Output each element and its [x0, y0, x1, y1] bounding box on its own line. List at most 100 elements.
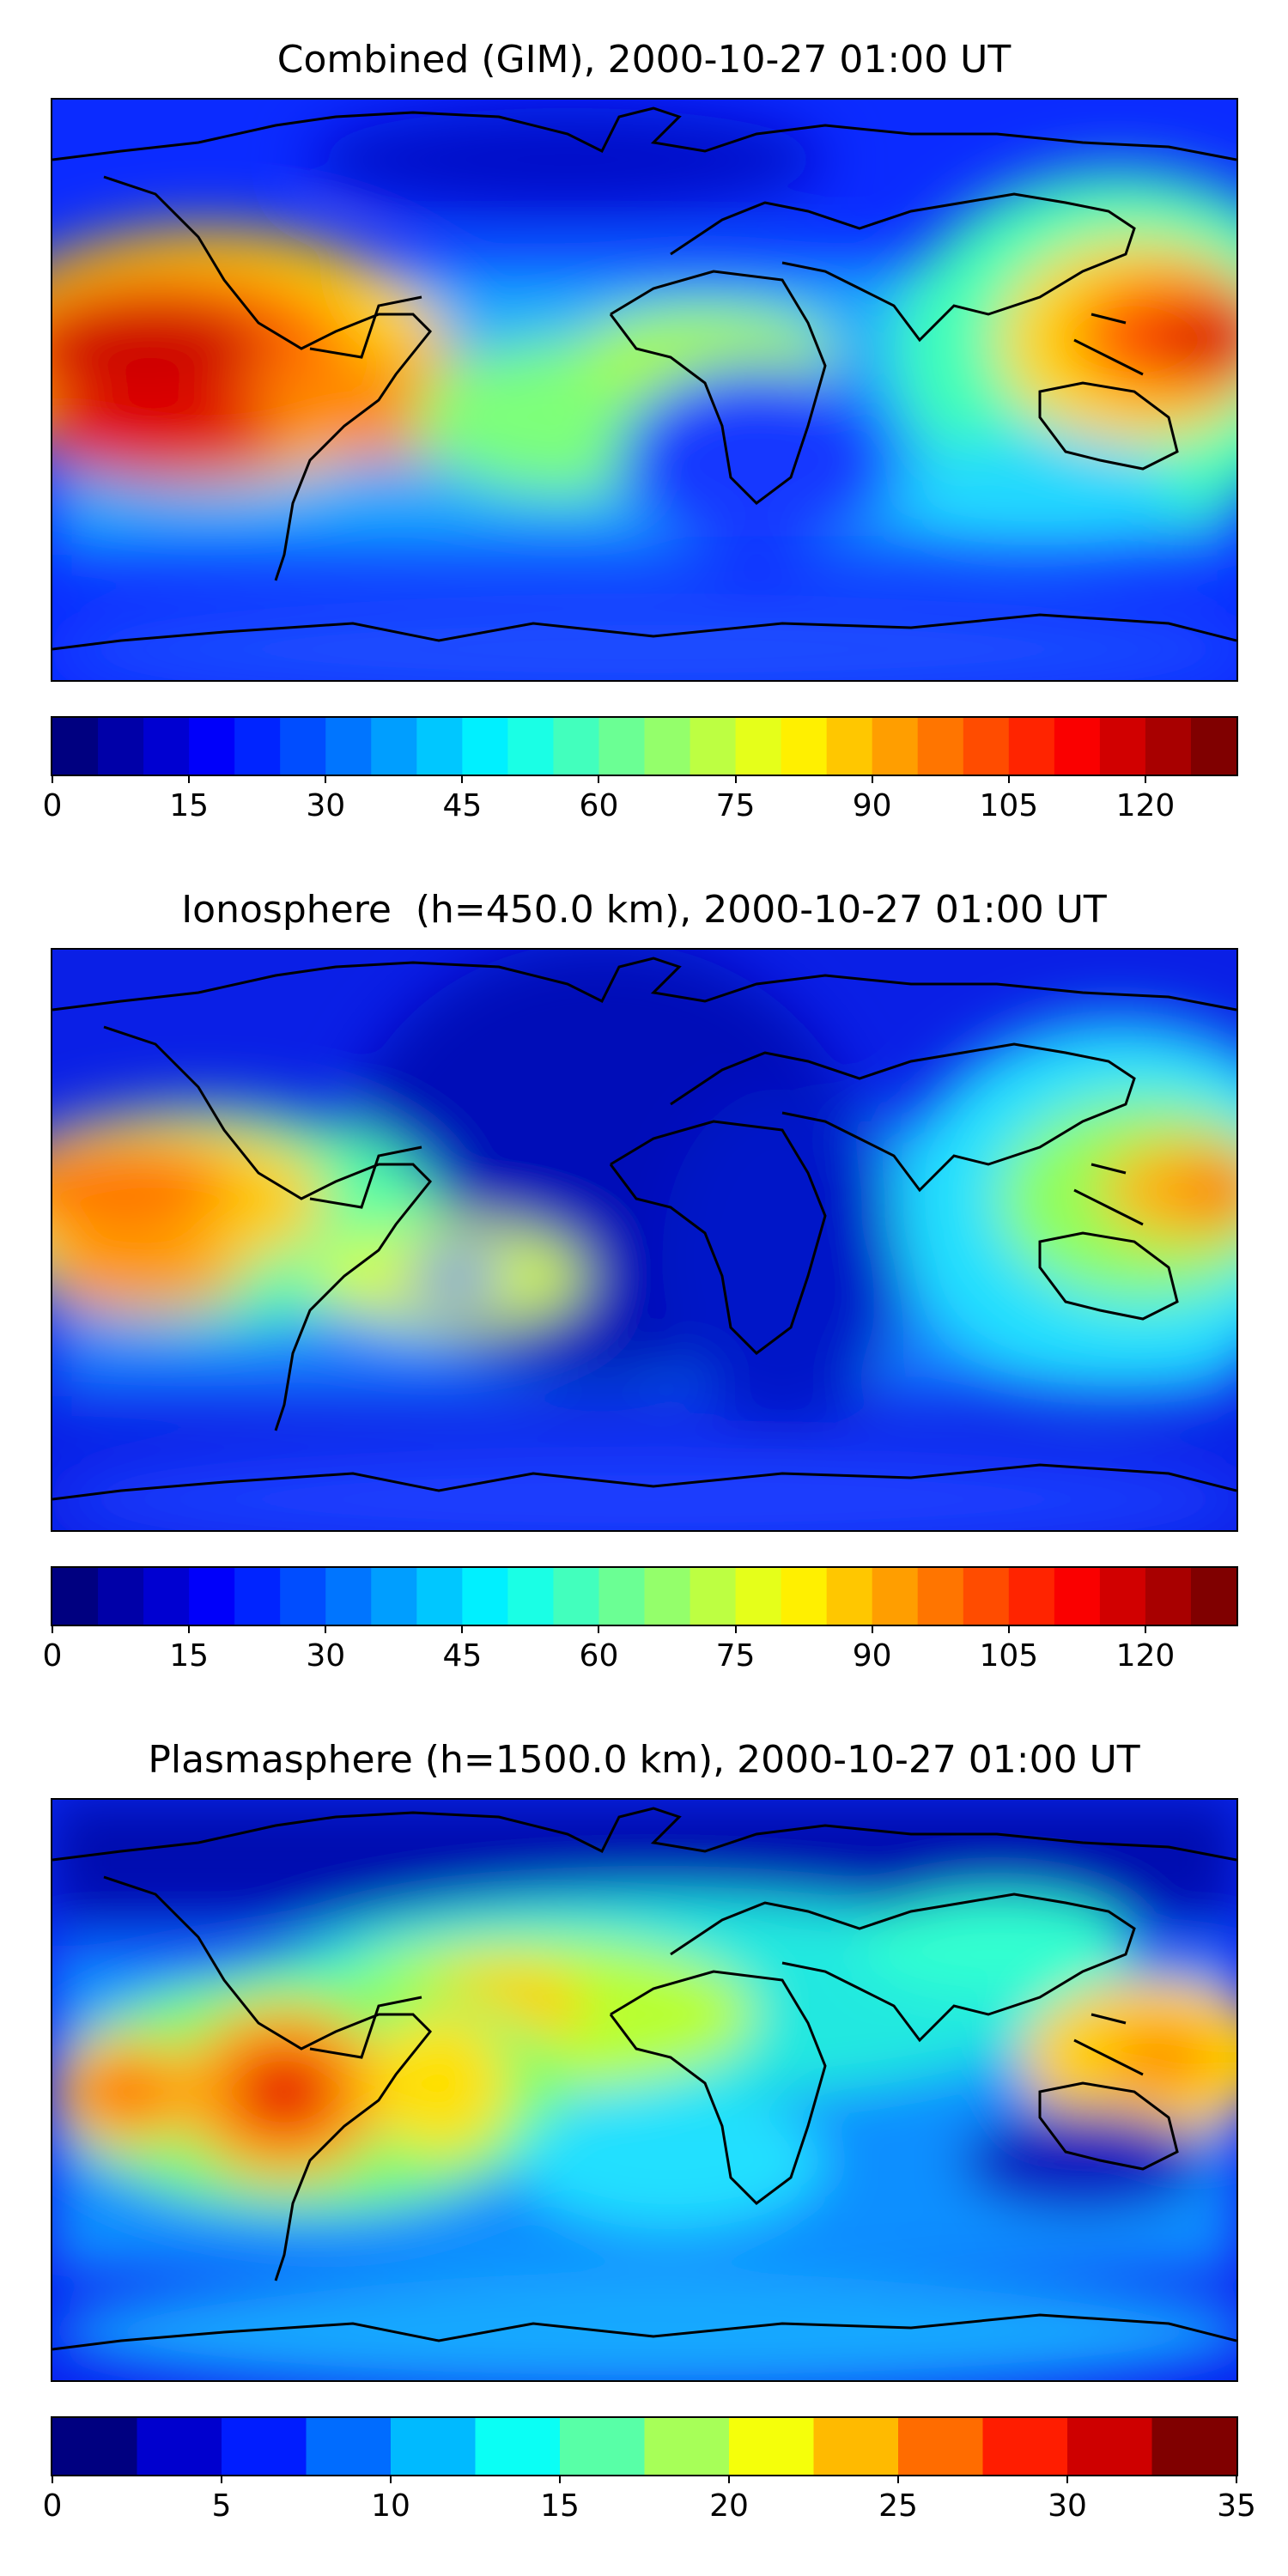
panel-2-colorbar: [51, 1566, 1238, 1626]
colorbar-level-swatch: [52, 1568, 99, 1625]
colorbar-level-swatch: [371, 718, 417, 775]
colorbar-level-swatch: [98, 718, 144, 775]
colorbar-level-swatch: [963, 1568, 1010, 1625]
colorbar-tick-label: 120: [1115, 788, 1176, 823]
colorbar-tick: [897, 2475, 899, 2483]
panel-2-coastlines: [52, 957, 1236, 1501]
colorbar-level-swatch: [98, 1568, 144, 1625]
panel-1-tec-field: [52, 100, 1236, 680]
colorbar-level-swatch: [189, 1568, 235, 1625]
colorbar-tick: [325, 1625, 327, 1633]
colorbar-tick-label: 60: [579, 1638, 619, 1674]
colorbar-tick-label: 45: [442, 1638, 483, 1674]
colorbar-level-swatch: [1151, 2418, 1236, 2475]
colorbar-tick: [52, 2475, 53, 2483]
panel-1-coastlines: [52, 106, 1236, 651]
colorbar-tick: [1007, 1625, 1010, 1633]
colorbar-tick: [390, 2475, 392, 2483]
colorbar-level-swatch: [137, 2418, 222, 2475]
colorbar-tick-label: 20: [709, 2488, 749, 2524]
colorbar-level-swatch: [1099, 1568, 1146, 1625]
colorbar-tick-label: 0: [42, 2488, 63, 2524]
colorbar-tick: [188, 1625, 191, 1633]
colorbar-tick: [728, 2475, 730, 2483]
colorbar-tick-label: 30: [306, 788, 346, 823]
colorbar-level-swatch: [644, 1568, 691, 1625]
colorbar-level-swatch: [280, 1568, 326, 1625]
colorbar-level-swatch: [462, 718, 508, 775]
colorbar-level-swatch: [52, 718, 99, 775]
colorbar-tick: [52, 1625, 53, 1633]
colorbar-tick-label: 0: [42, 788, 63, 823]
colorbar-level-swatch: [963, 718, 1010, 775]
colorbar-level-swatch: [462, 1568, 508, 1625]
colorbar-level-swatch: [1190, 1568, 1236, 1625]
panel-1-map: [51, 98, 1238, 682]
panel-3-tec-field: [52, 1800, 1236, 2380]
colorbar-tick: [52, 775, 53, 783]
colorbar-level-swatch: [234, 718, 281, 775]
colorbar-tick-label: 30: [306, 1638, 346, 1674]
colorbar-level-swatch: [872, 1568, 919, 1625]
colorbar-level-swatch: [644, 2418, 730, 2475]
colorbar-level-swatch: [826, 718, 873, 775]
colorbar-level-swatch: [143, 718, 190, 775]
colorbar-tick-label: 75: [715, 1638, 756, 1674]
colorbar-tick-label: 105: [979, 1638, 1039, 1674]
colorbar-level-swatch: [735, 718, 782, 775]
colorbar-level-swatch: [690, 1568, 737, 1625]
colorbar-level-swatch: [371, 1568, 417, 1625]
colorbar-tick-label: 90: [852, 788, 892, 823]
colorbar-level-swatch: [644, 718, 691, 775]
colorbar-level-swatch: [1145, 718, 1192, 775]
colorbar-level-swatch: [917, 718, 964, 775]
panel-1-colorbar: [51, 716, 1238, 776]
colorbar-level-swatch: [416, 718, 463, 775]
panel-3-coastlines: [52, 1807, 1236, 2351]
panel-1-title: Combined (GIM), 2000-10-27 01:00 UT: [276, 38, 1012, 82]
colorbar-level-swatch: [1008, 1568, 1055, 1625]
colorbar-level-swatch: [325, 1568, 372, 1625]
colorbar-level-swatch: [280, 718, 326, 775]
colorbar-level-swatch: [391, 2418, 477, 2475]
colorbar-level-swatch: [222, 2418, 307, 2475]
colorbar-tick: [461, 775, 464, 783]
colorbar-level-swatch: [1054, 1568, 1101, 1625]
colorbar-tick: [1144, 1625, 1146, 1633]
colorbar-level-swatch: [982, 2418, 1068, 2475]
colorbar-level-swatch: [1190, 718, 1236, 775]
colorbar-level-swatch: [781, 718, 828, 775]
panel-3-colorbar: [51, 2416, 1238, 2476]
panel-2-title: Ionosphere (h=450.0 km), 2000-10-27 01:0…: [181, 888, 1107, 932]
colorbar-level-swatch: [598, 1568, 646, 1625]
panel-3-colorbar-swatches: [52, 2418, 1236, 2475]
colorbar-tick: [734, 775, 737, 783]
colorbar-tick-label: 5: [211, 2488, 232, 2524]
panel-2-colorbar-swatches: [52, 1568, 1236, 1625]
colorbar-level-swatch: [690, 718, 737, 775]
colorbar-level-swatch: [735, 1568, 782, 1625]
colorbar-level-swatch: [917, 1568, 964, 1625]
colorbar-tick: [1236, 2475, 1237, 2483]
colorbar-tick-label: 120: [1115, 1638, 1176, 1674]
colorbar-tick: [734, 1625, 737, 1633]
colorbar-level-swatch: [306, 2418, 392, 2475]
panel-3-title: Plasmasphere (h=1500.0 km), 2000-10-27 0…: [148, 1738, 1140, 1782]
colorbar-level-swatch: [52, 2418, 138, 2475]
colorbar-level-swatch: [553, 718, 600, 775]
colorbar-level-swatch: [729, 2418, 815, 2475]
colorbar-level-swatch: [826, 1568, 873, 1625]
colorbar-tick: [1066, 2475, 1068, 2483]
colorbar-tick-label: 60: [579, 788, 619, 823]
colorbar-level-swatch: [898, 2418, 984, 2475]
colorbar-tick-label: 30: [1048, 2488, 1087, 2524]
colorbar-tick-label: 15: [540, 2488, 580, 2524]
colorbar-tick: [598, 1625, 600, 1633]
colorbar-tick-label: 10: [371, 2488, 410, 2524]
colorbar-level-swatch: [553, 1568, 600, 1625]
panel-3-colorbar-ticks: 0 5 10 15 20 25 30 35: [43, 2475, 1256, 2526]
colorbar-level-swatch: [475, 2418, 561, 2475]
colorbar-level-swatch: [1054, 718, 1101, 775]
panel-2-tec-field: [52, 950, 1236, 1530]
colorbar-level-swatch: [416, 1568, 463, 1625]
